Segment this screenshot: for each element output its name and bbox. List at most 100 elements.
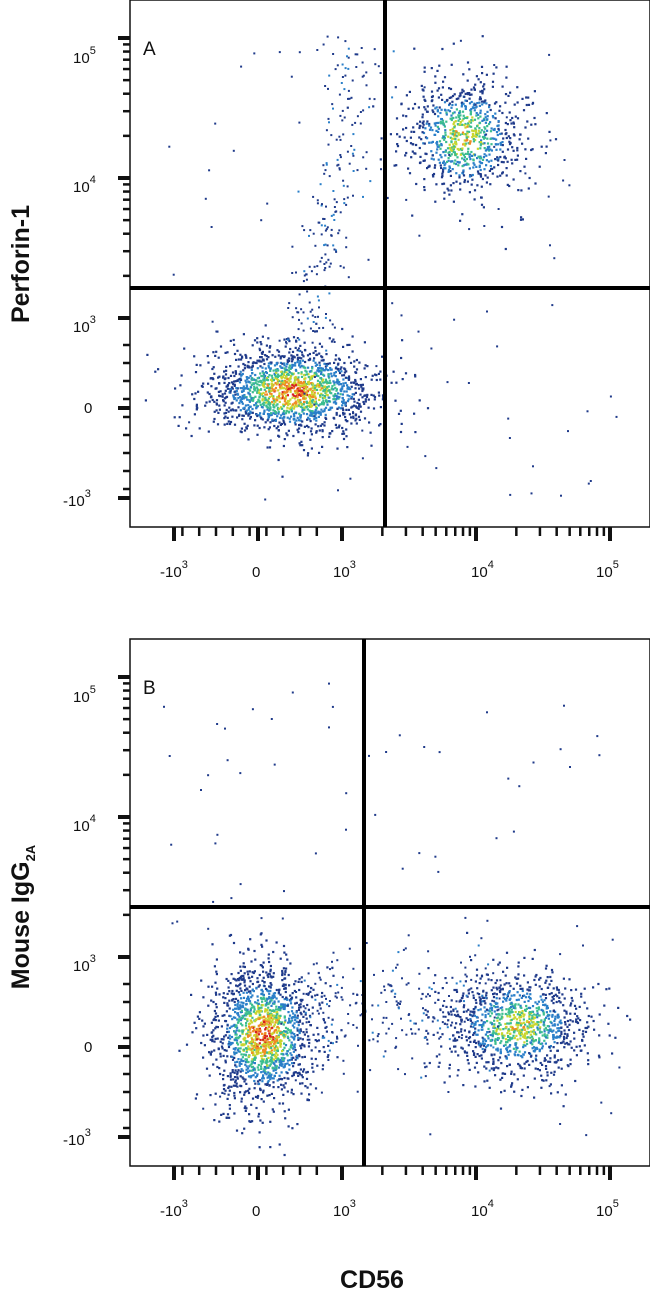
event-dot bbox=[527, 187, 530, 190]
event-dot bbox=[235, 1082, 238, 1085]
event-dot bbox=[515, 1046, 518, 1049]
event-dot bbox=[269, 1012, 272, 1015]
event-dot bbox=[244, 989, 247, 992]
event-dot bbox=[282, 405, 285, 408]
event-dot bbox=[345, 390, 348, 393]
panel-a-x-axis-ticks bbox=[172, 527, 612, 541]
event-dot bbox=[321, 1035, 325, 1038]
event-dot bbox=[302, 1070, 305, 1073]
event-dot bbox=[246, 988, 249, 991]
event-dot bbox=[452, 1008, 455, 1011]
event-dot bbox=[436, 148, 439, 151]
event-dot bbox=[258, 401, 261, 404]
event-dot bbox=[301, 420, 304, 423]
event-dot bbox=[436, 125, 439, 128]
event-dot bbox=[288, 377, 291, 381]
event-dot bbox=[286, 391, 289, 394]
event-dot bbox=[232, 941, 236, 945]
event-dot bbox=[309, 430, 313, 433]
event-dot bbox=[490, 1044, 493, 1047]
event-dot bbox=[299, 1028, 302, 1031]
event-dot bbox=[301, 1082, 304, 1085]
event-dot bbox=[459, 188, 462, 191]
event-dot bbox=[262, 378, 265, 381]
event-dot bbox=[345, 370, 348, 373]
event-dot bbox=[309, 990, 312, 993]
event-dot bbox=[304, 1013, 307, 1016]
event-dot bbox=[521, 1033, 524, 1036]
event-dot bbox=[292, 336, 296, 339]
event-dot bbox=[257, 1063, 260, 1067]
event-dot bbox=[418, 161, 422, 165]
event-dot bbox=[271, 1039, 274, 1042]
event-dot bbox=[453, 126, 456, 129]
event-dot bbox=[206, 391, 209, 394]
event-dot bbox=[548, 1025, 551, 1028]
event-dot bbox=[346, 106, 349, 109]
event-dot bbox=[346, 150, 349, 153]
event-dot bbox=[193, 1021, 196, 1024]
event-dot bbox=[255, 1027, 258, 1031]
event-dot bbox=[454, 159, 457, 162]
event-dot bbox=[265, 971, 268, 974]
event-dot bbox=[486, 129, 489, 132]
event-dot bbox=[360, 385, 363, 388]
event-dot bbox=[269, 1023, 272, 1026]
event-dot bbox=[318, 367, 321, 370]
event-dot bbox=[526, 992, 529, 995]
event-dot bbox=[330, 134, 333, 137]
event-dot bbox=[485, 973, 488, 976]
event-dot bbox=[336, 164, 339, 167]
event-dot bbox=[338, 168, 341, 171]
event-dot bbox=[436, 145, 439, 148]
event-dot bbox=[265, 344, 268, 347]
event-dot bbox=[508, 184, 511, 188]
event-dot bbox=[271, 1054, 274, 1057]
event-dot bbox=[253, 1057, 256, 1060]
event-dot bbox=[573, 1049, 576, 1052]
event-dot bbox=[206, 355, 209, 358]
event-dot bbox=[297, 1036, 300, 1039]
event-dot bbox=[214, 1103, 217, 1106]
event-dot bbox=[259, 1038, 262, 1042]
event-dot bbox=[300, 308, 303, 311]
event-dot bbox=[474, 130, 477, 134]
event-dot bbox=[481, 119, 484, 122]
event-dot bbox=[317, 315, 319, 318]
event-dot bbox=[279, 1061, 282, 1064]
event-dot bbox=[426, 120, 429, 123]
event-dot bbox=[274, 355, 277, 358]
event-dot bbox=[222, 1074, 225, 1077]
event-dot bbox=[352, 133, 355, 136]
event-dot bbox=[479, 115, 482, 118]
event-dot bbox=[254, 1095, 258, 1098]
event-dot bbox=[234, 390, 237, 393]
event-dot bbox=[477, 113, 480, 116]
event-dot bbox=[273, 1058, 276, 1061]
event-dot bbox=[547, 1031, 550, 1034]
event-dot bbox=[217, 356, 220, 359]
event-dot bbox=[261, 1043, 264, 1047]
event-dot bbox=[485, 154, 488, 157]
event-dot bbox=[404, 154, 407, 157]
event-dot bbox=[269, 367, 272, 371]
event-dot bbox=[474, 127, 477, 130]
event-dot bbox=[454, 154, 457, 157]
event-dot bbox=[501, 144, 504, 147]
event-dot bbox=[264, 374, 267, 378]
event-dot bbox=[316, 49, 319, 51]
event-dot bbox=[240, 373, 243, 376]
event-dot bbox=[559, 1041, 563, 1045]
event-dot bbox=[236, 379, 239, 382]
event-dot bbox=[259, 1060, 262, 1063]
event-dot bbox=[501, 1034, 504, 1037]
event-dot bbox=[226, 1055, 229, 1058]
event-dot bbox=[567, 430, 569, 433]
event-dot bbox=[344, 67, 347, 70]
event-dot bbox=[283, 1046, 286, 1049]
event-dot bbox=[443, 125, 446, 128]
event-dot bbox=[286, 998, 289, 1001]
event-dot bbox=[451, 112, 455, 115]
event-dot bbox=[354, 387, 357, 390]
event-dot bbox=[239, 395, 242, 399]
